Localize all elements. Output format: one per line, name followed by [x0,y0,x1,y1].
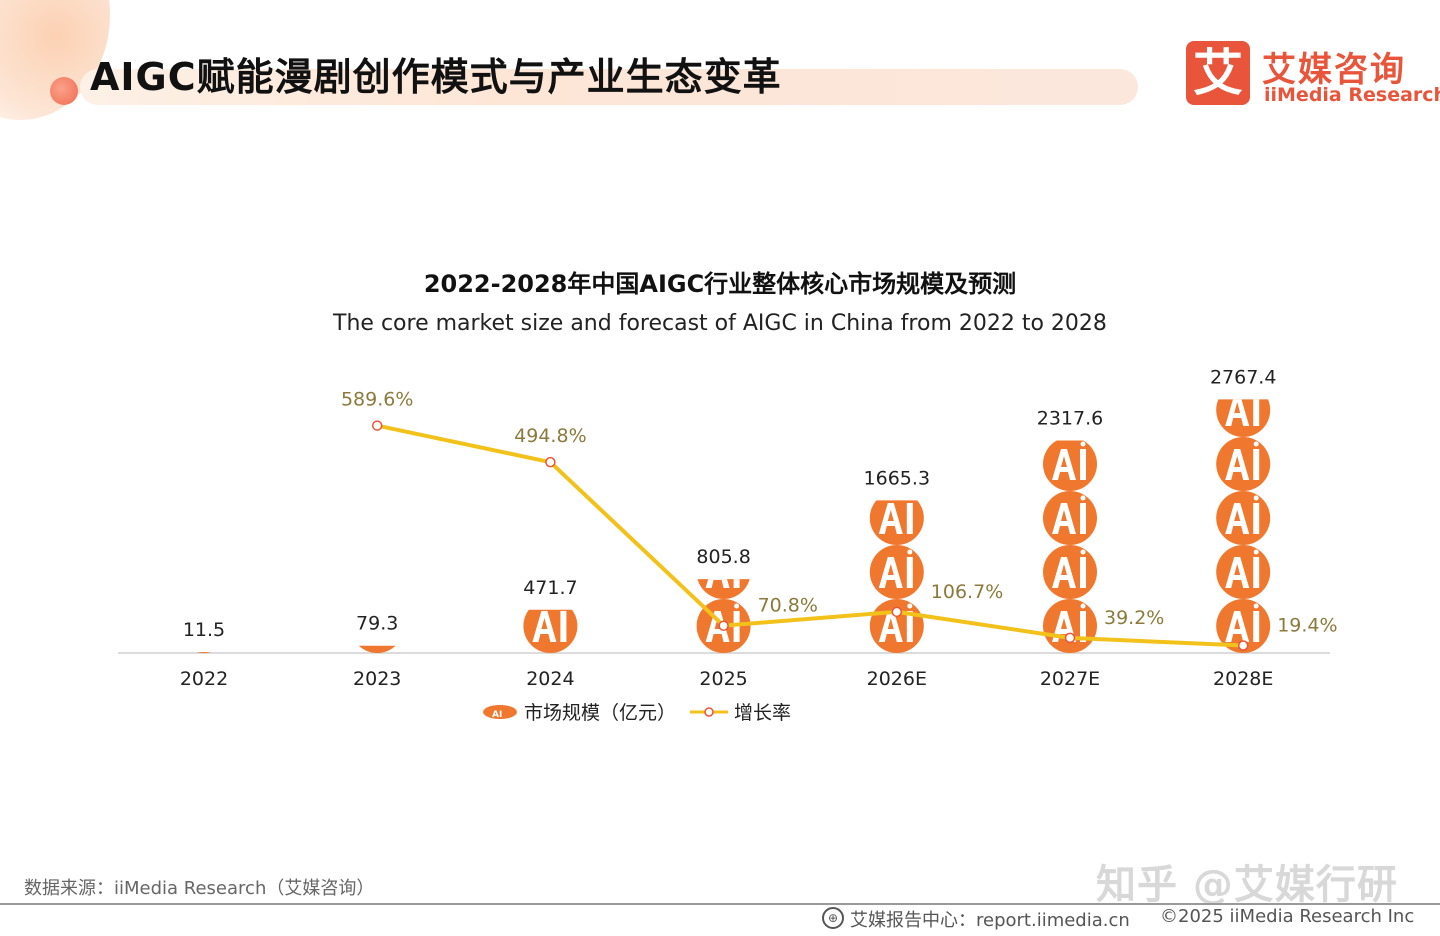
brand-logo-icon: 艾 [1186,41,1250,105]
globe-icon: ⊕ [822,907,844,929]
chart-subtitle: The core market size and forecast of AIG… [333,311,1107,336]
growth-rate-point [371,420,383,431]
page-title: AIGC赋能漫剧创作模式与产业生态变革 [90,55,782,99]
title-band [80,69,1138,105]
x-tick-label: 2022 [180,668,228,690]
legend-label: 市场规模（亿元） [524,702,676,724]
brand-name-en: iiMedia Research [1264,84,1440,106]
footer-divider [0,903,1440,905]
growth-rate-label: 494.8% [514,425,586,447]
title-bullet [50,77,78,105]
bar-2028E [1216,399,1271,653]
ai-badge-icon [483,705,517,719]
watermark: 知乎 @艾媒行研 [1096,862,1398,908]
x-tick-label: 2023 [353,668,401,690]
growth-rate-label: 19.4% [1277,615,1337,637]
growth-rate-label: 106.7% [931,581,1003,603]
growth-rate-point [545,456,556,468]
brand-name-cn: 艾媒咨询 [1262,50,1406,90]
growth-rate-point [718,620,729,631]
legend-item-growth-rate: 增长率 [690,702,791,724]
x-tick-label: 2028E [1213,668,1273,690]
bar-value-label: 2317.6 [1037,408,1103,430]
bar-value-label: 471.7 [523,577,577,599]
legend-item-market-size: AI 市场规模（亿元） [483,702,676,724]
growth-rate-point [891,606,903,618]
legend-label: 增长率 [734,702,791,724]
x-tick-label: 2026E [867,668,927,690]
growth-rate-label: 39.2% [1104,607,1164,629]
data-source: 数据来源：iiMedia Research（艾媒咨询） [24,878,375,899]
x-tick-label: 2027E [1040,668,1100,690]
bar-value-label: 11.5 [183,619,225,641]
bar-2027E [1043,440,1097,653]
growth-rate-label: 70.8% [758,595,818,617]
growth-rate-point [1064,632,1076,644]
x-tick-label: 2025 [699,668,747,690]
growth-rate-label: 589.6% [341,389,413,411]
bar-value-label: 2767.4 [1210,366,1276,388]
x-tick-label: 2024 [526,668,574,690]
copyright: ©2025 iiMedia Research Inc [1160,906,1415,927]
growth-rate-point [1237,640,1249,651]
report-center-link[interactable]: 艾媒报告中心：report.iimedia.cn [850,910,1130,931]
svg-text:AI: AI [492,710,502,720]
bar-2024 [523,609,578,653]
chart-title: 2022-2028年中国AIGC行业整体核心市场规模及预测 [423,270,1017,298]
bar-value-label: 805.8 [696,546,750,568]
bar-value-label: 1665.3 [864,467,930,489]
bar-value-label: 79.3 [356,613,398,635]
growth-rate-line [376,423,1244,648]
bar-2026E [869,500,924,653]
